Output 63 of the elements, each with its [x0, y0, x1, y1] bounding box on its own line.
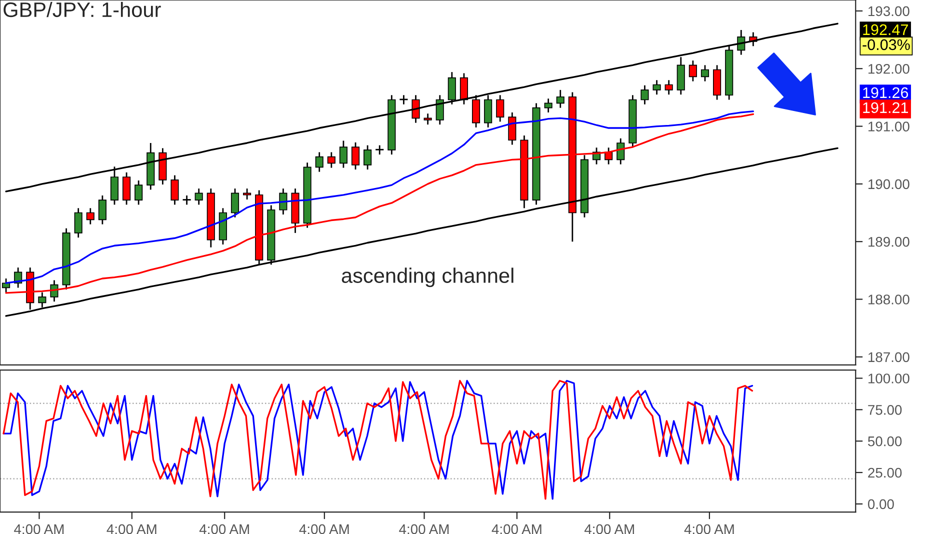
candlestick [376, 144, 384, 156]
candlestick [616, 138, 625, 166]
candlestick [122, 172, 131, 206]
y-tick-label: 189.00 [868, 236, 910, 247]
candlestick [448, 71, 456, 106]
chart-title: GBP/JPY: 1-hour [4, 2, 161, 18]
candlestick [640, 84, 649, 106]
x-tick-label: 4:00 AM [492, 524, 542, 534]
text: -0.03% [862, 39, 910, 50]
y-tick-label: 100.00 [868, 374, 910, 384]
candlestick [544, 98, 552, 114]
y-tick-label: 50.00 [868, 436, 902, 446]
candlestick [134, 180, 143, 206]
line-series [2, 380, 754, 500]
y-tick-label: 0.00 [868, 499, 894, 510]
y-tick-label: 188.00 [868, 294, 910, 304]
candlestick [508, 112, 516, 146]
x-tick-label: 4:00 AM [584, 524, 634, 534]
candlestick [38, 292, 46, 308]
candlestick [339, 140, 348, 168]
candlestick [688, 60, 697, 82]
text: 191.26 [863, 87, 908, 98]
candlestick [230, 188, 240, 218]
candlestick [700, 64, 710, 82]
x-tick-label: 4:00 AM [684, 524, 734, 534]
x-tick-label: 4:00 AM [199, 524, 249, 534]
candlestick [484, 94, 492, 128]
candlestick [472, 94, 480, 128]
candlestick [664, 79, 673, 96]
y-tick-label: 25.00 [868, 468, 902, 478]
candlestick [243, 188, 252, 200]
candlestick [194, 188, 203, 206]
y-tick-label: 192.00 [868, 64, 910, 74]
candlestick [315, 152, 324, 173]
x-tick-label: 4:00 AM [106, 524, 156, 534]
y-tick-label: 190.00 [868, 179, 910, 190]
candlestick [327, 152, 336, 168]
x-tick-label: 4:00 AM [14, 524, 64, 534]
x-tick-label: 4:00 AM [299, 524, 349, 534]
candlestick [424, 112, 432, 126]
candlestick [412, 94, 420, 124]
candlestick [50, 280, 58, 302]
candlestick [98, 194, 106, 225]
candlestick [279, 188, 288, 216]
text: 191.21 [863, 102, 908, 114]
candlestick [170, 174, 179, 206]
candlestick [652, 79, 661, 96]
x-tick-label: 4:00 AM [399, 524, 449, 534]
candlestick [496, 94, 504, 122]
y-tick-label: 191.00 [868, 122, 910, 132]
y-tick-label: 187.00 [868, 352, 910, 362]
y-tick-label: 193.00 [868, 6, 910, 16]
text: 192.47 [863, 24, 908, 36]
candlestick [74, 207, 82, 238]
candlestick [460, 72, 468, 106]
candlestick [436, 94, 444, 126]
candlestick [556, 89, 564, 109]
candlestick [364, 144, 372, 170]
candlestick [351, 142, 360, 170]
annotation: ascending channel [342, 268, 514, 288]
candlestick [86, 207, 94, 225]
y-tick-label: 75.00 [868, 404, 902, 415]
candlestick [182, 194, 191, 206]
